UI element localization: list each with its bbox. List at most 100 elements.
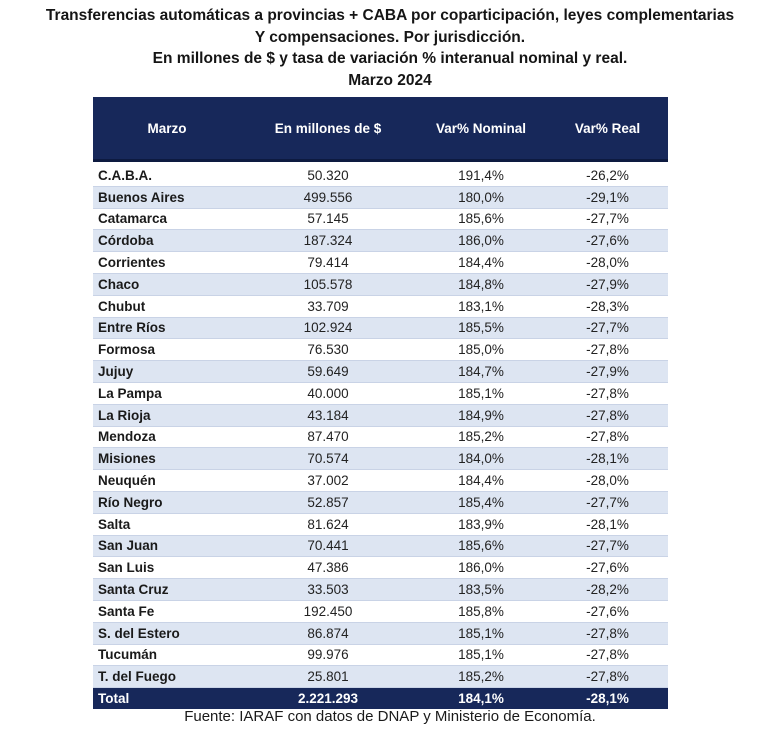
cell-var-nominal: 184,4% <box>415 251 547 274</box>
cell-var-real: -27,7% <box>547 535 668 558</box>
cell-jurisdiction: Santa Cruz <box>93 578 241 601</box>
table-row: T. del Fuego 25.801 185,2% -27,8% <box>93 665 668 689</box>
cell-amount: 105.578 <box>241 273 415 296</box>
cell-amount: 81.624 <box>241 513 415 536</box>
source-note: Fuente: IARAF con datos de DNAP y Minist… <box>184 708 596 725</box>
cell-var-nominal: 185,2% <box>415 426 547 449</box>
title-line-2: Y compensaciones. Por jurisdicción. <box>254 28 526 46</box>
cell-var-nominal: 180,0% <box>415 186 547 209</box>
header-jurisdiction: Marzo <box>93 97 241 162</box>
cell-jurisdiction: La Pampa <box>93 382 241 405</box>
cell-amount: 87.470 <box>241 426 415 449</box>
total-label: Total <box>93 687 241 710</box>
cell-jurisdiction: Formosa <box>93 338 241 362</box>
total-var-nominal: 184,1% <box>415 687 547 710</box>
cell-var-nominal: 186,0% <box>415 556 547 580</box>
title-line-1: Transferencias automáticas a provincias … <box>45 7 735 24</box>
table-row: Río Negro 52.857 185,4% -27,7% <box>93 491 668 514</box>
cell-var-nominal: 185,6% <box>415 535 547 558</box>
table-row: La Rioja 43.184 184,9% -27,8% <box>93 404 668 427</box>
table-header: Marzo En millones de $ Var% Nominal Var%… <box>93 97 668 162</box>
cell-var-real: -27,8% <box>547 338 668 362</box>
cell-jurisdiction: Salta <box>93 513 241 536</box>
header-var-real: Var% Real <box>547 97 668 162</box>
cell-jurisdiction: Entre Ríos <box>93 317 241 340</box>
cell-var-nominal: 184,0% <box>415 447 547 471</box>
header-amount: En millones de $ <box>241 97 415 162</box>
cell-var-nominal: 191,4% <box>415 165 547 187</box>
header-spacer <box>93 160 668 165</box>
cell-amount: 43.184 <box>241 404 415 427</box>
cell-jurisdiction: Tucumán <box>93 644 241 667</box>
cell-amount: 70.441 <box>241 535 415 558</box>
header-spacer-cell <box>93 160 668 165</box>
cell-jurisdiction: Río Negro <box>93 491 241 514</box>
table-row: Jujuy 59.649 184,7% -27,9% <box>93 360 668 383</box>
cell-amount: 47.386 <box>241 556 415 580</box>
table-row: Neuquén 37.002 184,4% -28,0% <box>93 469 668 492</box>
table-title: Transferencias automáticas a provincias … <box>0 5 780 91</box>
table-row: Tucumán 99.976 185,1% -27,8% <box>93 644 668 667</box>
cell-var-nominal: 186,0% <box>415 229 547 253</box>
table-row: S. del Estero 86.874 185,1% -27,8% <box>93 622 668 645</box>
cell-var-real: -27,8% <box>547 426 668 449</box>
table-row: Buenos Aires 499.556 180,0% -29,1% <box>93 186 668 209</box>
cell-var-real: -27,8% <box>547 665 668 689</box>
cell-amount: 70.574 <box>241 447 415 471</box>
cell-jurisdiction: Chubut <box>93 295 241 318</box>
table-row: Chaco 105.578 184,8% -27,9% <box>93 273 668 296</box>
cell-amount: 76.530 <box>241 338 415 362</box>
cell-jurisdiction: C.A.B.A. <box>93 165 241 187</box>
cell-var-real: -27,6% <box>547 600 668 623</box>
cell-jurisdiction: Buenos Aires <box>93 186 241 209</box>
cell-var-real: -28,1% <box>547 447 668 471</box>
table-row: Formosa 76.530 185,0% -27,8% <box>93 338 668 362</box>
cell-jurisdiction: Neuquén <box>93 469 241 492</box>
cell-amount: 102.924 <box>241 317 415 340</box>
cell-var-nominal: 183,9% <box>415 513 547 536</box>
cell-jurisdiction: T. del Fuego <box>93 665 241 689</box>
cell-amount: 33.503 <box>241 578 415 601</box>
cell-var-real: -28,3% <box>547 295 668 318</box>
title-line-3: En millones de $ y tasa de variación % i… <box>152 50 628 67</box>
cell-amount: 40.000 <box>241 382 415 405</box>
cell-var-nominal: 185,5% <box>415 317 547 340</box>
table-row: Catamarca 57.145 185,6% -27,7% <box>93 208 668 231</box>
cell-amount: 52.857 <box>241 491 415 514</box>
cell-var-real: -27,6% <box>547 229 668 253</box>
cell-var-nominal: 185,4% <box>415 491 547 514</box>
table-row: Córdoba 187.324 186,0% -27,6% <box>93 229 668 253</box>
cell-var-nominal: 184,9% <box>415 404 547 427</box>
header-var-nominal: Var% Nominal <box>415 97 547 162</box>
cell-var-real: -26,2% <box>547 165 668 187</box>
title-line-4: Marzo 2024 <box>348 71 432 89</box>
table-row: Santa Fe 192.450 185,8% -27,6% <box>93 600 668 623</box>
cell-amount: 59.649 <box>241 360 415 383</box>
cell-var-nominal: 183,1% <box>415 295 547 318</box>
cell-var-nominal: 185,6% <box>415 208 547 231</box>
cell-var-nominal: 185,8% <box>415 600 547 623</box>
cell-jurisdiction: Córdoba <box>93 229 241 253</box>
table-row: San Luis 47.386 186,0% -27,6% <box>93 556 668 580</box>
cell-var-real: -27,9% <box>547 360 668 383</box>
total-amount: 2.221.293 <box>241 687 415 710</box>
header-row: Marzo En millones de $ Var% Nominal Var%… <box>93 97 668 162</box>
cell-jurisdiction: San Juan <box>93 535 241 558</box>
cell-var-real: -28,1% <box>547 513 668 536</box>
cell-var-nominal: 183,5% <box>415 578 547 601</box>
total-var-real: -28,1% <box>547 687 668 710</box>
cell-amount: 33.709 <box>241 295 415 318</box>
cell-jurisdiction: Catamarca <box>93 208 241 231</box>
cell-amount: 25.801 <box>241 665 415 689</box>
table-row: Entre Ríos 102.924 185,5% -27,7% <box>93 317 668 340</box>
cell-amount: 99.976 <box>241 644 415 667</box>
cell-jurisdiction: Santa Fe <box>93 600 241 623</box>
cell-jurisdiction: S. del Estero <box>93 622 241 645</box>
cell-amount: 57.145 <box>241 208 415 231</box>
cell-var-nominal: 185,1% <box>415 644 547 667</box>
cell-var-real: -27,9% <box>547 273 668 296</box>
table-row: Salta 81.624 183,9% -28,1% <box>93 513 668 536</box>
cell-var-nominal: 185,2% <box>415 665 547 689</box>
cell-var-real: -27,6% <box>547 556 668 580</box>
cell-var-real: -28,0% <box>547 251 668 274</box>
